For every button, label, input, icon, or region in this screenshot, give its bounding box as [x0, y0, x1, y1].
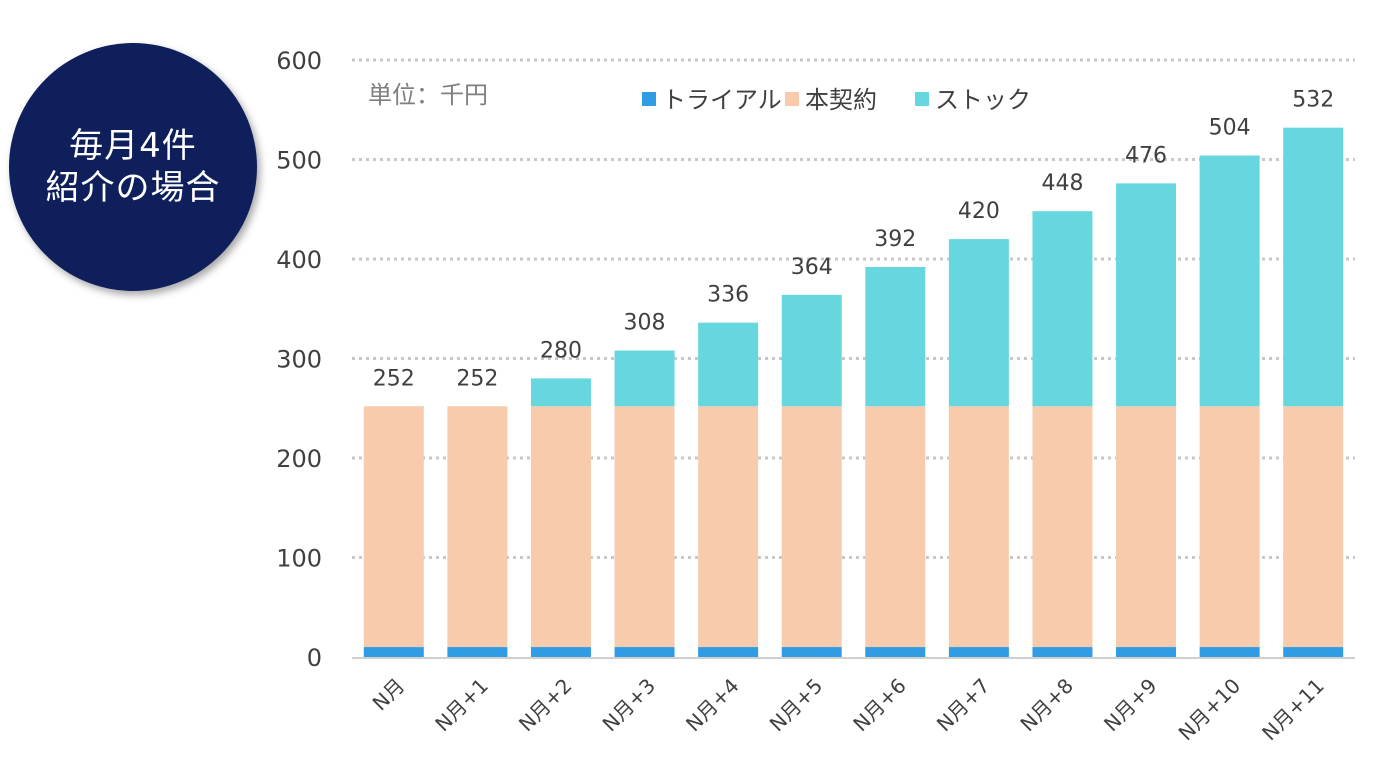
bar-segment-3 — [865, 266, 926, 407]
x-tick-label: N月+4 — [681, 674, 744, 737]
bar-segment-1 — [1283, 647, 1344, 657]
bar-segment-1 — [1116, 647, 1177, 657]
bar-segment-3 — [614, 350, 675, 407]
legend: トライアル 本契約 ストック — [642, 86, 1031, 114]
x-tick-label: N月 — [368, 674, 410, 716]
bar-segment-1 — [447, 647, 508, 657]
bar-segment-3 — [698, 322, 759, 407]
y-axis-ticks: 0 100 200 300 400 500 600 — [276, 47, 322, 672]
bar-segment-3 — [1199, 155, 1260, 407]
x-tick-label: N月+10 — [1174, 674, 1246, 746]
legend-label: ストック — [935, 86, 1031, 114]
x-tick-label: N月+6 — [848, 674, 911, 737]
gridlines — [352, 58, 1355, 559]
legend-swatch — [642, 92, 656, 106]
bar-segment-1 — [865, 647, 926, 657]
y-tick-label: 600 — [276, 47, 322, 75]
bar-segment-2 — [614, 406, 675, 648]
bar-segment-2 — [1116, 406, 1177, 648]
x-axis-ticks: N月 N月+1 N月+2 N月+3 N月+4 N月+5 N月+6 N月+7 N月+8 N月+9 N月… — [368, 674, 1329, 746]
bar-segment-1 — [781, 647, 842, 657]
bar-segment-2 — [698, 406, 759, 648]
bar-segment-1 — [698, 647, 759, 657]
bar-segment-2 — [1199, 406, 1260, 648]
y-tick-label: 500 — [276, 147, 322, 175]
total-label: 252 — [373, 366, 415, 391]
y-tick-label: 200 — [276, 445, 322, 473]
bar-segment-2 — [865, 406, 926, 648]
bar-segment-1 — [614, 647, 675, 657]
bars — [363, 127, 1344, 657]
x-tick-label: N月+3 — [598, 674, 661, 737]
y-tick-label: 400 — [276, 246, 322, 274]
total-label: 532 — [1292, 88, 1334, 113]
total-label: 420 — [958, 199, 1000, 224]
bar-segment-2 — [363, 406, 424, 648]
bar-segment-3 — [530, 378, 591, 407]
total-labels: 252 252 280 308 336 364 392 420 448 476 504 532 — [373, 88, 1334, 392]
bar-segment-3 — [948, 239, 1009, 407]
x-tick-label: N月+11 — [1257, 674, 1329, 746]
total-label: 364 — [791, 255, 833, 280]
legend-swatch — [785, 92, 799, 106]
y-tick-label: 300 — [276, 346, 322, 374]
total-label: 448 — [1041, 171, 1083, 196]
badge-line-2: 紹介の場合 — [45, 168, 221, 208]
scenario-badge: 毎月4件 紹介の場合 — [9, 43, 257, 291]
total-label: 392 — [874, 227, 916, 252]
x-tick-label: N月+5 — [765, 674, 828, 737]
total-label: 476 — [1125, 143, 1167, 168]
bar-segment-2 — [1283, 406, 1344, 648]
bar-segment-1 — [948, 647, 1009, 657]
total-label: 252 — [456, 366, 498, 391]
x-tick-label: N月+8 — [1015, 674, 1078, 737]
total-label: 280 — [540, 338, 582, 363]
x-tick-label: N月+9 — [1099, 674, 1162, 737]
bar-segment-3 — [1116, 183, 1177, 407]
bar-segment-1 — [1032, 647, 1093, 657]
bar-segment-1 — [1199, 647, 1260, 657]
legend-label: 本契約 — [805, 86, 877, 114]
bar-segment-3 — [781, 294, 842, 407]
y-tick-label: 0 — [307, 644, 322, 672]
total-label: 308 — [624, 311, 666, 336]
bar-segment-2 — [447, 406, 508, 648]
total-label: 504 — [1209, 116, 1251, 141]
badge-line-1: 毎月4件 — [69, 126, 197, 166]
legend-label: トライアル — [662, 86, 782, 114]
bar-segment-3 — [1283, 127, 1344, 407]
x-tick-label: N月+1 — [430, 674, 493, 737]
legend-swatch — [915, 92, 929, 106]
bar-segment-2 — [1032, 406, 1093, 648]
total-label: 336 — [707, 283, 749, 308]
bar-segment-1 — [530, 647, 591, 657]
bar-segment-2 — [530, 406, 591, 648]
unit-label: 単位：千円 — [368, 81, 488, 109]
bar-segment-1 — [363, 647, 424, 657]
x-tick-label: N月+2 — [514, 674, 577, 737]
bar-segment-2 — [781, 406, 842, 648]
bar-segment-2 — [948, 406, 1009, 648]
y-tick-label: 100 — [276, 545, 322, 573]
x-tick-label: N月+7 — [932, 674, 995, 737]
bar-segment-3 — [1032, 211, 1093, 407]
